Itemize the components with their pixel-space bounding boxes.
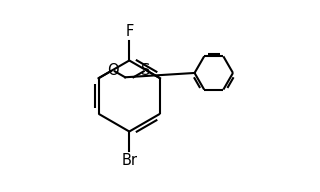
Text: F: F: [125, 24, 133, 39]
Text: Br: Br: [121, 153, 137, 168]
Text: O: O: [107, 63, 118, 78]
Text: S: S: [141, 63, 151, 78]
